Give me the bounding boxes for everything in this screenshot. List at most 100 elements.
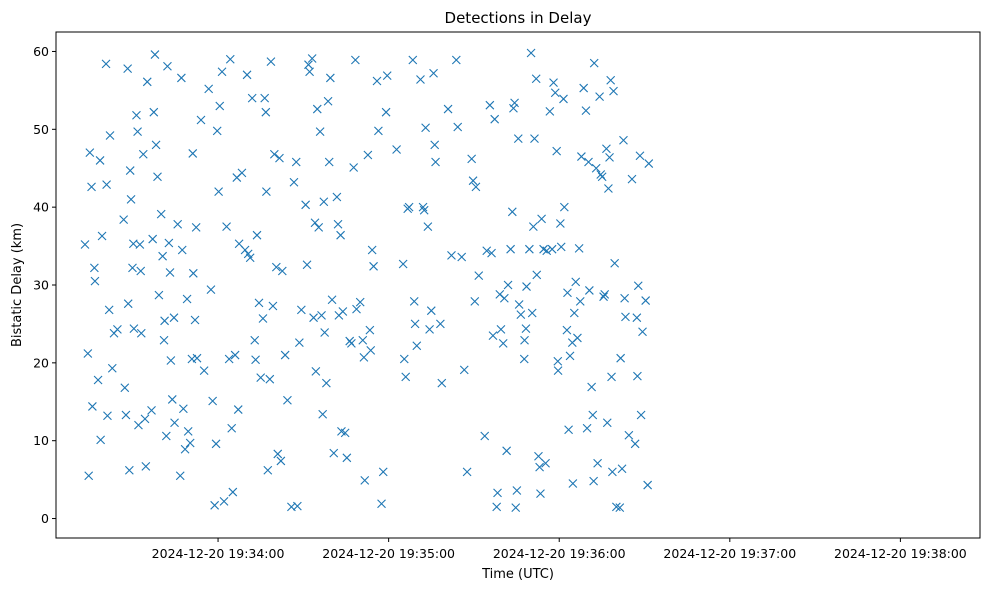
data-point — [431, 157, 440, 167]
data-point — [135, 240, 145, 249]
data-point — [412, 341, 422, 351]
y-tick-label: 50 — [33, 122, 49, 137]
data-point — [224, 354, 234, 364]
data-point — [336, 230, 345, 240]
data-point — [627, 174, 637, 184]
data-point — [408, 55, 418, 65]
data-point — [498, 338, 508, 348]
data-point — [443, 104, 453, 114]
data-point — [605, 152, 614, 162]
data-point — [217, 67, 227, 77]
data-point — [507, 207, 517, 217]
data-point — [178, 404, 188, 414]
chart-title: Detections in Delay — [445, 9, 592, 27]
data-point — [219, 497, 229, 506]
x-tick-label: 2024-12-20 19:37:00 — [663, 546, 796, 561]
data-point — [304, 60, 313, 70]
data-point — [600, 289, 610, 299]
data-point — [175, 471, 185, 481]
data-point — [369, 261, 378, 271]
data-point — [410, 319, 420, 329]
data-point — [527, 308, 537, 318]
data-point — [89, 263, 99, 273]
data-point — [633, 371, 642, 381]
data-point — [545, 107, 555, 116]
data-point — [276, 456, 286, 466]
data-point — [447, 251, 456, 260]
data-point — [367, 245, 377, 255]
data-point — [372, 76, 382, 86]
data-point — [392, 145, 401, 154]
data-point — [599, 292, 608, 302]
data-point — [541, 458, 550, 468]
data-point — [101, 59, 111, 69]
data-point — [96, 435, 106, 445]
data-point — [569, 308, 579, 318]
data-point — [277, 266, 287, 276]
data-point — [516, 310, 526, 319]
data-point — [164, 238, 174, 248]
data-point — [503, 280, 513, 290]
data-point — [148, 234, 158, 244]
data-point — [301, 200, 311, 210]
data-point — [212, 126, 222, 136]
data-point — [641, 296, 651, 305]
data-point — [502, 446, 512, 456]
data-point — [120, 383, 130, 393]
data-point — [271, 262, 281, 272]
data-point — [104, 305, 114, 315]
data-point — [225, 54, 235, 64]
data-point — [602, 144, 611, 154]
data-point — [320, 328, 330, 337]
data-point — [511, 503, 521, 513]
data-point — [161, 431, 171, 441]
data-point — [214, 187, 224, 196]
data-point — [532, 270, 542, 280]
data-point — [188, 268, 198, 278]
plot-area — [56, 32, 980, 538]
data-point — [314, 223, 324, 232]
data-point — [547, 244, 557, 254]
data-point — [616, 353, 626, 363]
data-point — [261, 107, 271, 117]
data-point — [584, 157, 593, 167]
data-point — [435, 319, 445, 329]
data-point — [418, 202, 428, 212]
data-point — [296, 305, 306, 315]
x-tick-label: 2024-12-20 19:38:00 — [834, 546, 967, 561]
data-point — [416, 75, 425, 84]
y-axis-label: Bistatic Delay (km) — [10, 223, 25, 347]
data-point — [258, 314, 268, 323]
data-point — [208, 396, 218, 406]
data-point — [563, 288, 572, 298]
data-point — [323, 96, 333, 106]
data-point — [141, 461, 151, 471]
data-point — [332, 192, 342, 202]
data-point — [430, 140, 440, 150]
data-point — [537, 214, 546, 224]
data-point — [329, 448, 339, 458]
data-point — [553, 366, 563, 376]
data-point — [153, 172, 162, 182]
data-point — [192, 353, 202, 363]
data-point — [159, 335, 169, 345]
data-point — [556, 242, 566, 252]
data-point — [87, 182, 96, 192]
data-point — [324, 157, 334, 167]
data-point — [365, 325, 375, 335]
data-point — [245, 253, 255, 263]
data-point — [638, 327, 647, 337]
data-point — [350, 55, 360, 65]
data-point — [160, 316, 169, 326]
data-point — [358, 335, 368, 345]
data-point — [352, 304, 361, 314]
data-point — [268, 301, 278, 311]
data-point — [493, 488, 502, 498]
data-point — [519, 354, 529, 364]
data-point — [327, 295, 337, 305]
data-point — [95, 156, 105, 165]
data-point — [401, 372, 411, 382]
data-point — [582, 423, 592, 433]
data-point — [158, 251, 168, 261]
